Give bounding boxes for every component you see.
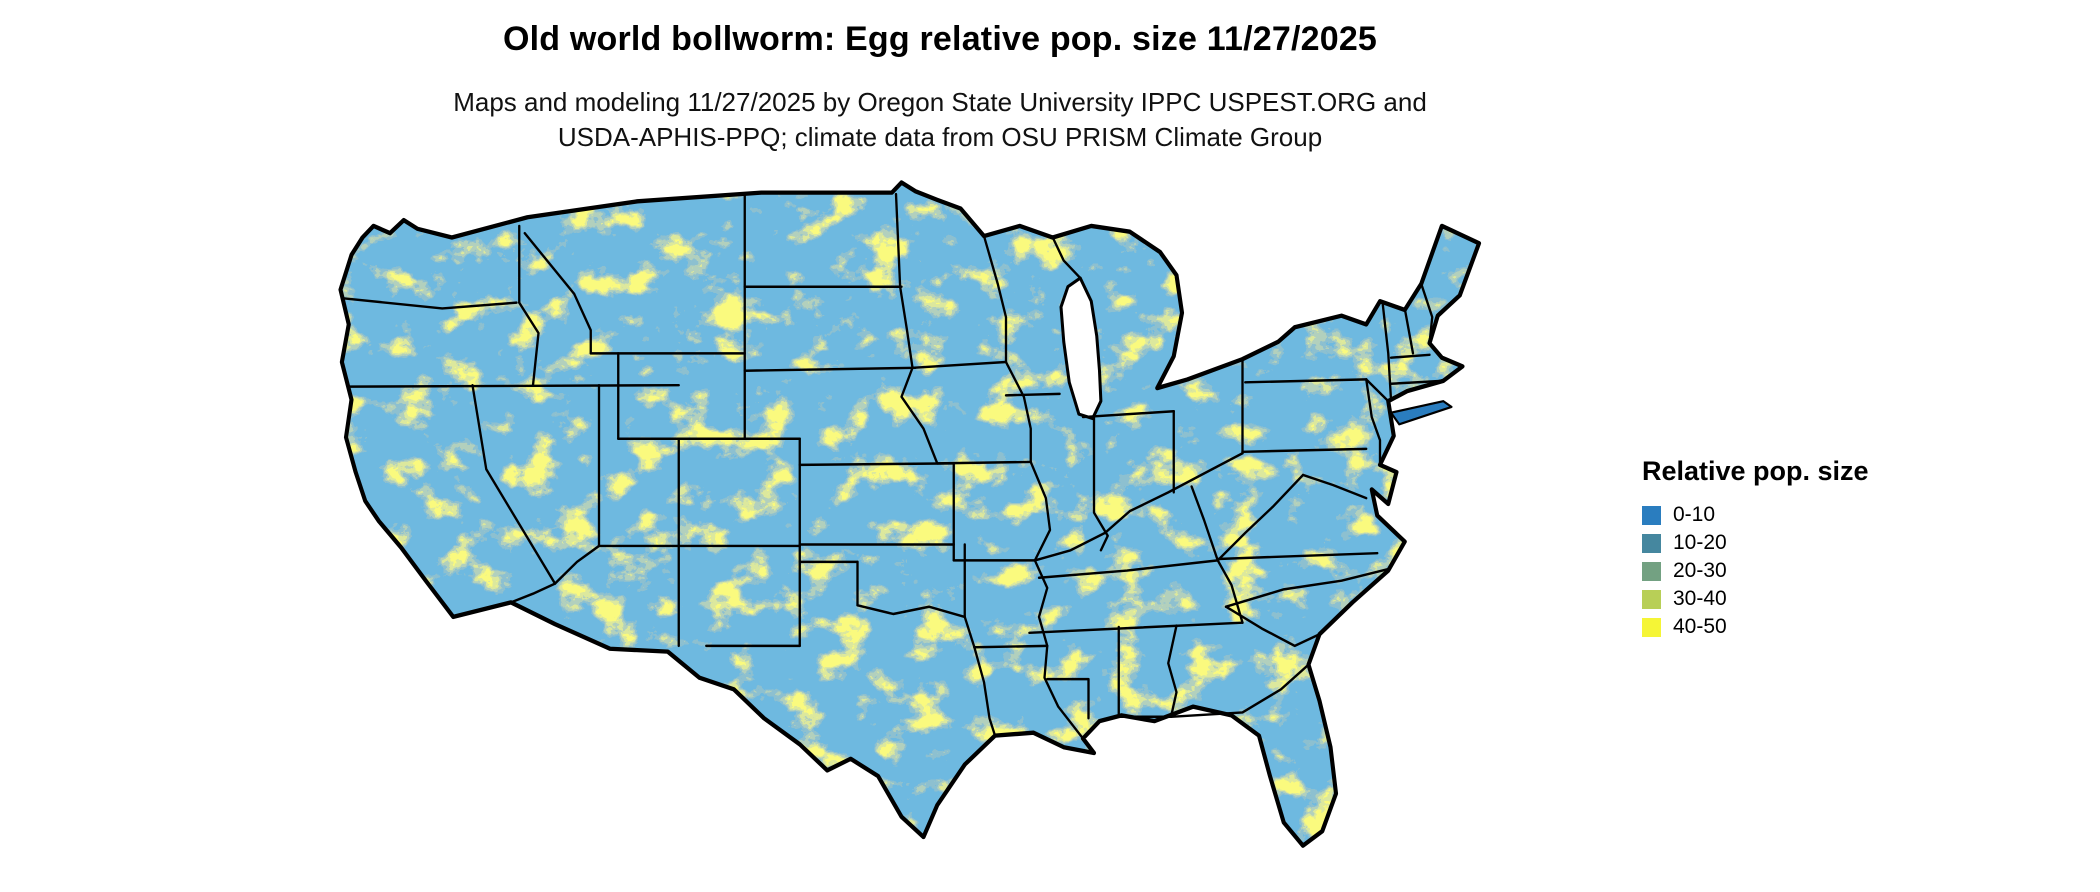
legend-swatch-40-50 <box>1642 617 1661 637</box>
legend: Relative pop. size 0-10 10-20 20-30 30-4… <box>1642 456 1942 641</box>
page-subtitle: Maps and modeling 11/27/2025 by Oregon S… <box>0 85 1880 155</box>
legend-swatch-0-10 <box>1642 505 1661 525</box>
legend-swatch-20-30 <box>1642 561 1661 581</box>
legend-item: 30-40 <box>1642 585 1942 613</box>
legend-label-0-10: 0-10 <box>1673 503 1716 526</box>
subtitle-line-1: Maps and modeling 11/27/2025 by Oregon S… <box>453 87 1427 117</box>
us-outline <box>338 180 1482 848</box>
us-map <box>338 180 1482 848</box>
header: Old world bollworm: Egg relative pop. si… <box>0 20 1880 155</box>
legend-label-20-30: 20-30 <box>1673 559 1727 582</box>
legend-label-40-50: 40-50 <box>1673 615 1727 638</box>
legend-item: 10-20 <box>1642 529 1942 557</box>
state-borders <box>342 192 1444 740</box>
legend-title: Relative pop. size <box>1642 456 1869 486</box>
legend-item: 40-50 <box>1642 613 1942 641</box>
legend-item: 0-10 <box>1642 501 1942 529</box>
legend-swatch-10-20 <box>1642 533 1661 553</box>
page-title: Old world bollworm: Egg relative pop. si… <box>502 20 1378 58</box>
map-figure <box>280 168 1600 892</box>
subtitle-line-2: USDA-APHIS-PPQ; climate data from OSU PR… <box>557 122 1323 152</box>
legend-label-30-40: 30-40 <box>1673 587 1727 610</box>
legend-swatch-30-40 <box>1642 589 1661 609</box>
legend-item: 20-30 <box>1642 557 1942 585</box>
long-island <box>1389 400 1453 426</box>
map-raster-fill <box>340 182 1479 846</box>
legend-label-10-20: 10-20 <box>1673 531 1727 554</box>
